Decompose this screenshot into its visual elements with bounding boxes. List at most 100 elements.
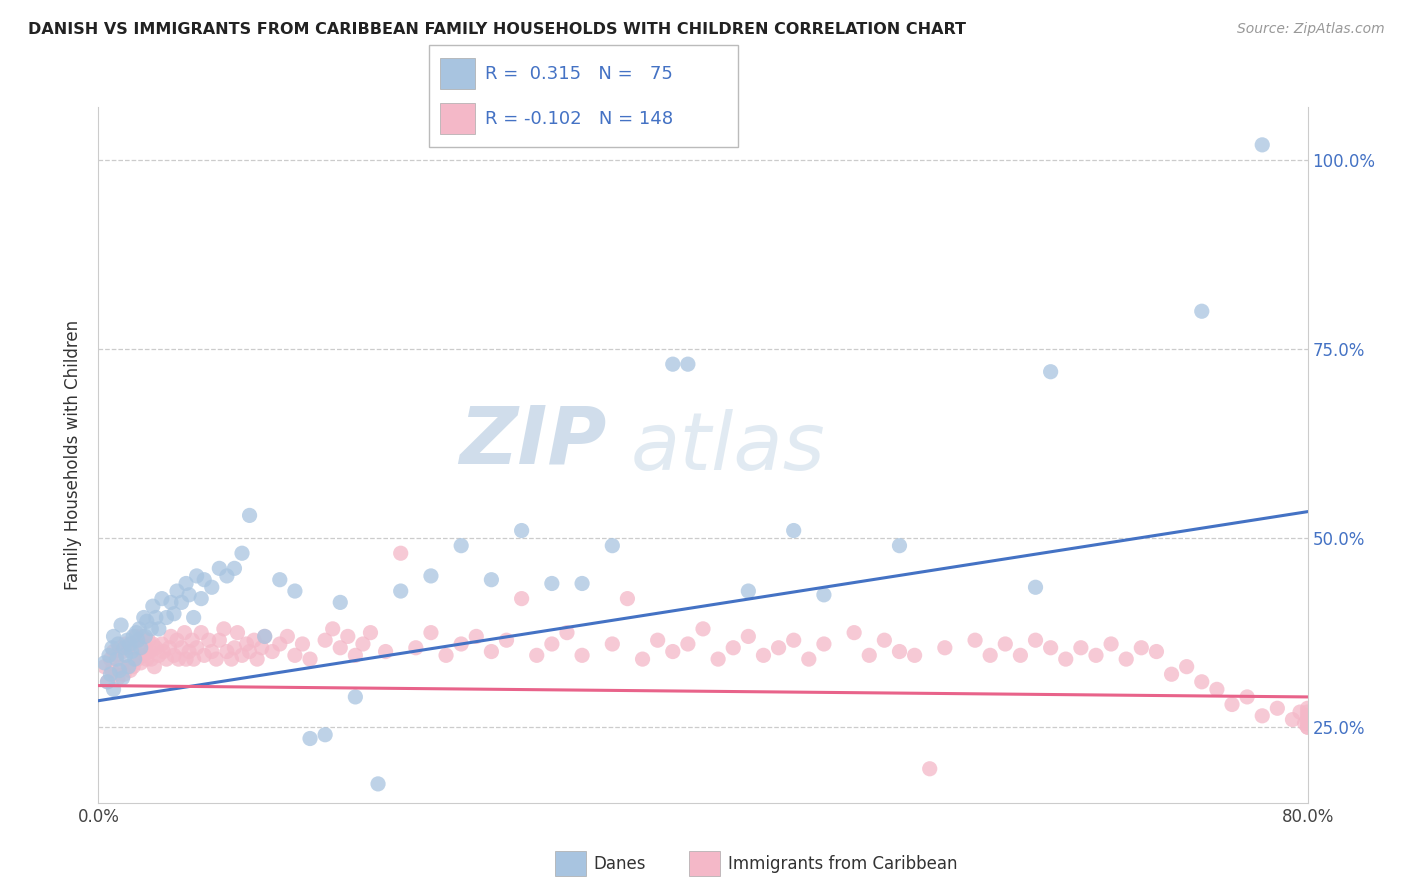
Point bbox=[526, 648, 548, 663]
Point bbox=[183, 610, 205, 624]
Point bbox=[1281, 713, 1303, 727]
Point bbox=[737, 584, 759, 599]
Point bbox=[269, 637, 291, 651]
Point bbox=[1289, 705, 1312, 719]
Point bbox=[1251, 708, 1274, 723]
Text: DANISH VS IMMIGRANTS FROM CARIBBEAN FAMILY HOUSEHOLDS WITH CHILDREN CORRELATION : DANISH VS IMMIGRANTS FROM CARIBBEAN FAMI… bbox=[28, 22, 966, 37]
Point bbox=[104, 667, 127, 681]
Point bbox=[344, 690, 367, 704]
Point bbox=[105, 648, 128, 663]
Point bbox=[299, 652, 322, 666]
Point bbox=[215, 644, 238, 658]
Point bbox=[994, 637, 1017, 651]
Point bbox=[193, 573, 215, 587]
Point bbox=[284, 648, 307, 663]
Point bbox=[201, 644, 224, 658]
Point bbox=[134, 629, 156, 643]
Point bbox=[797, 652, 820, 666]
Point bbox=[183, 652, 205, 666]
Point bbox=[253, 629, 276, 643]
Point bbox=[389, 584, 412, 599]
Point bbox=[1296, 708, 1319, 723]
Point bbox=[108, 664, 131, 678]
Point bbox=[481, 644, 503, 658]
Point bbox=[121, 644, 143, 658]
Point bbox=[100, 652, 122, 666]
Point bbox=[114, 637, 136, 651]
Point bbox=[284, 584, 307, 599]
Point bbox=[150, 591, 173, 606]
Point bbox=[602, 637, 624, 651]
Point bbox=[239, 644, 262, 658]
Text: R =  0.315   N =   75: R = 0.315 N = 75 bbox=[485, 65, 673, 83]
Point bbox=[1296, 701, 1319, 715]
Point bbox=[212, 622, 235, 636]
Point bbox=[1085, 648, 1108, 663]
Point bbox=[215, 569, 238, 583]
Point bbox=[329, 640, 352, 655]
Point bbox=[1267, 701, 1289, 715]
Point bbox=[155, 652, 177, 666]
Point bbox=[1039, 640, 1062, 655]
Point bbox=[1220, 698, 1243, 712]
Point bbox=[1175, 659, 1198, 673]
Point bbox=[299, 731, 322, 746]
Point bbox=[243, 633, 266, 648]
Point bbox=[179, 644, 201, 658]
Point bbox=[150, 637, 173, 651]
Point bbox=[186, 640, 208, 655]
Point bbox=[108, 640, 131, 655]
Point bbox=[1144, 644, 1167, 658]
Point bbox=[124, 652, 146, 666]
Point bbox=[768, 640, 790, 655]
Point bbox=[134, 640, 156, 655]
Point bbox=[179, 588, 201, 602]
Point bbox=[141, 622, 163, 636]
Point bbox=[221, 652, 243, 666]
Point bbox=[145, 610, 167, 624]
Point bbox=[127, 633, 149, 648]
Point bbox=[122, 629, 145, 643]
Point bbox=[160, 629, 183, 643]
Y-axis label: Family Households with Children: Family Households with Children bbox=[65, 320, 83, 590]
Point bbox=[336, 629, 359, 643]
Point bbox=[555, 625, 578, 640]
Point bbox=[813, 588, 835, 602]
Point bbox=[170, 640, 193, 655]
Point bbox=[128, 633, 150, 648]
Point bbox=[129, 656, 152, 670]
Point bbox=[208, 561, 231, 575]
Point bbox=[571, 648, 593, 663]
Point bbox=[540, 576, 562, 591]
Point bbox=[813, 637, 835, 651]
Point bbox=[170, 595, 193, 609]
Point bbox=[1039, 365, 1062, 379]
Point bbox=[112, 667, 135, 681]
Point bbox=[602, 539, 624, 553]
Point bbox=[103, 629, 125, 643]
Point bbox=[231, 546, 253, 560]
Point bbox=[1206, 682, 1229, 697]
Point bbox=[173, 625, 195, 640]
Point bbox=[103, 682, 125, 697]
Point bbox=[676, 637, 699, 651]
Point bbox=[190, 625, 212, 640]
Point bbox=[314, 633, 336, 648]
Point bbox=[118, 659, 141, 673]
Point bbox=[246, 652, 269, 666]
Point bbox=[107, 637, 129, 651]
Point bbox=[510, 591, 533, 606]
Point bbox=[276, 629, 298, 643]
Point bbox=[122, 659, 145, 673]
Point bbox=[135, 615, 157, 629]
Point bbox=[208, 633, 231, 648]
Point bbox=[128, 622, 150, 636]
Point bbox=[291, 637, 314, 651]
Point bbox=[1191, 304, 1213, 318]
Point bbox=[118, 640, 141, 655]
Point bbox=[132, 648, 155, 663]
Point bbox=[616, 591, 638, 606]
Point bbox=[124, 640, 146, 655]
Point bbox=[1115, 652, 1137, 666]
Point bbox=[405, 640, 427, 655]
